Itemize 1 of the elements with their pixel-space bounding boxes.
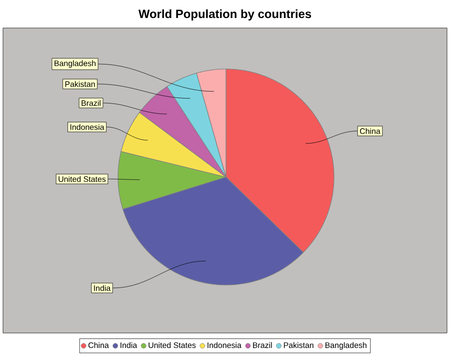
chart-title: World Population by countries	[138, 9, 312, 20]
